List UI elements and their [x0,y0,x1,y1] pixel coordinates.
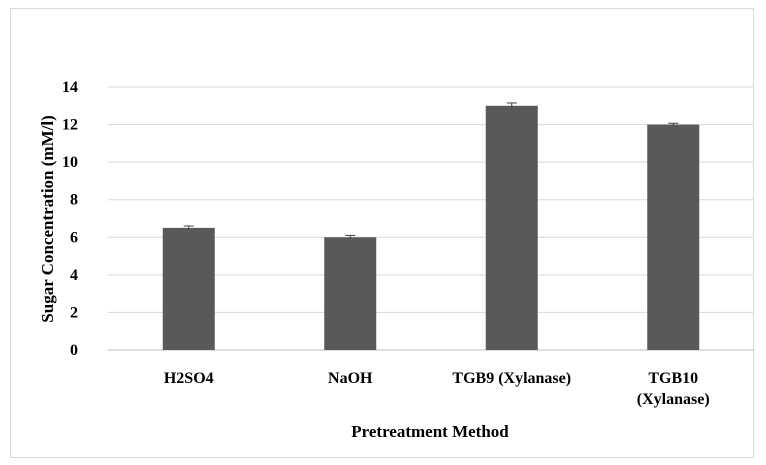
bar [647,124,700,350]
error-bar [345,234,356,240]
bar [162,227,215,350]
error-bar [668,122,679,126]
y-tick-label: 14 [62,79,78,96]
gridlines [108,86,754,351]
bars [162,105,700,351]
y-tick-label: 8 [70,192,78,209]
y-tick-label: 6 [70,229,78,246]
y-axis-title: Sugar Concentration (mM/l) [38,115,57,322]
y-tick-labels: 0 2 4 6 8 10 12 14 [62,79,78,359]
error-bars [183,102,679,240]
x-tick-labels: H2SO4 NaOH TGB9 (Xylanase) TGB10 (Xylanase) [164,370,710,408]
x-tick-label: TGB9 (Xylanase) [452,370,571,387]
error-bar [183,225,194,230]
y-tick-label: 0 [70,342,78,359]
x-axis-title: Pretreatment Method [351,422,509,441]
chart-frame [10,8,754,458]
bar [324,237,377,350]
y-tick-label: 4 [70,267,78,284]
y-tick-label: 10 [62,154,78,171]
y-tick-label: 12 [62,117,78,134]
x-tick-label: TGB10 (Xylanase) [637,370,710,408]
bar [485,105,538,351]
y-tick-label: 2 [70,304,78,321]
error-bar [506,102,517,109]
x-tick-label: H2SO4 [164,370,214,387]
x-tick-label: NaOH [328,370,373,387]
